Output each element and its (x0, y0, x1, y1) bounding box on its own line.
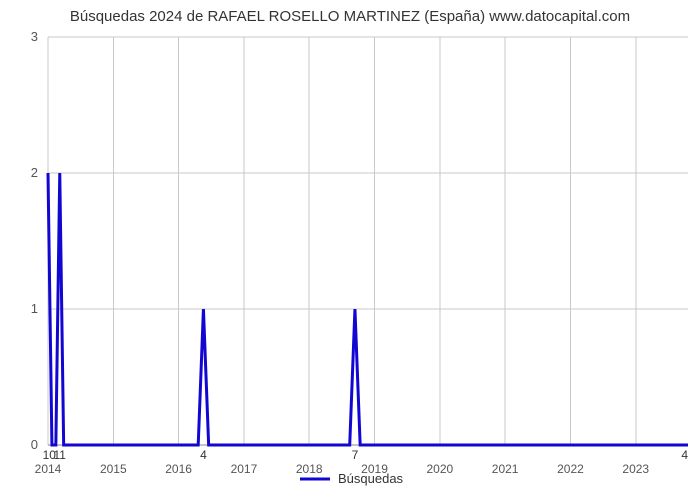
x-tick-label: 2023 (622, 462, 649, 476)
data-point-label: 11 (54, 448, 67, 462)
data-point-label: 7 (352, 448, 359, 462)
searches-chart: Búsquedas 2024 de RAFAEL ROSELLO MARTINE… (0, 0, 700, 500)
data-point-label: 4 (681, 448, 688, 462)
x-tick-label: 2022 (557, 462, 584, 476)
chart-title: Búsquedas 2024 de RAFAEL ROSELLO MARTINE… (0, 0, 700, 25)
y-tick-label: 1 (31, 301, 38, 316)
x-tick-label: 2016 (165, 462, 192, 476)
legend-label: Búsquedas (338, 471, 404, 486)
chart-svg: 0123201420152016201720182019202020212022… (0, 25, 700, 495)
x-tick-label: 2021 (492, 462, 519, 476)
y-tick-label: 0 (31, 437, 38, 452)
data-point-label: 4 (200, 448, 207, 462)
x-tick-label: 2020 (426, 462, 453, 476)
x-tick-label: 2014 (35, 462, 62, 476)
x-tick-label: 2018 (296, 462, 323, 476)
x-tick-label: 2015 (100, 462, 127, 476)
y-tick-label: 2 (31, 165, 38, 180)
y-tick-label: 3 (31, 29, 38, 44)
x-tick-label: 2017 (231, 462, 258, 476)
